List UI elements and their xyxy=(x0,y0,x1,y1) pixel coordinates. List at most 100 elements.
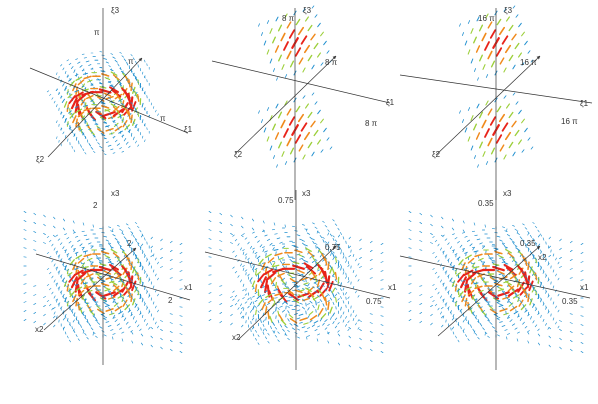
field-arrow xyxy=(56,315,58,319)
field-arrow xyxy=(340,315,342,319)
field-arrow xyxy=(569,277,573,279)
field-arrow xyxy=(269,145,273,151)
field-arrow xyxy=(254,267,258,271)
field-arrow xyxy=(347,296,350,300)
field-arrow xyxy=(107,144,112,147)
field-arrow xyxy=(169,249,173,253)
field-arrow xyxy=(337,298,340,301)
field-arrow xyxy=(313,42,319,50)
field-arrow xyxy=(43,223,46,227)
field-arrow xyxy=(271,302,276,308)
field-arrow xyxy=(73,149,76,153)
field-arrow xyxy=(274,292,283,297)
field-arrow xyxy=(152,285,155,289)
field-arrow xyxy=(82,311,85,315)
field-arrow xyxy=(55,266,59,269)
field-arrow xyxy=(152,269,155,273)
label-up: ξ3 xyxy=(303,6,312,15)
field-arrow xyxy=(130,85,133,89)
field-arrow xyxy=(441,315,444,319)
field-arrow xyxy=(251,317,255,321)
field-arrow xyxy=(528,280,534,292)
field-arrow xyxy=(160,320,163,322)
field-arrow xyxy=(132,121,135,125)
field-arrow xyxy=(569,268,573,270)
field-arrow xyxy=(514,129,520,137)
field-arrow xyxy=(43,304,46,308)
field-arrow xyxy=(56,251,58,255)
field-arrow xyxy=(252,265,255,271)
field-arrow xyxy=(419,212,423,216)
field-arrow xyxy=(112,284,120,291)
field-arrow xyxy=(337,291,340,295)
field-arrow xyxy=(60,242,63,245)
field-arrow xyxy=(126,61,129,66)
field-arrow xyxy=(105,276,114,280)
field-arrow xyxy=(135,140,137,144)
field-arrow xyxy=(311,151,315,157)
field-arrow xyxy=(451,218,455,222)
field-arrow xyxy=(72,115,77,124)
field-arrow xyxy=(507,252,515,259)
field-arrow xyxy=(252,314,255,318)
field-arrow xyxy=(334,223,338,226)
field-arrow xyxy=(487,21,493,29)
field-arrow xyxy=(241,324,244,328)
field-arrow xyxy=(85,60,90,63)
field-arrow xyxy=(141,88,144,91)
field-arrow xyxy=(508,141,514,149)
field-arrow xyxy=(127,92,132,106)
field-arrow xyxy=(85,273,94,278)
field-arrow xyxy=(320,62,324,66)
field-arrow xyxy=(476,302,481,305)
field-arrow xyxy=(90,262,94,265)
field-arrow xyxy=(499,321,503,323)
field-arrow xyxy=(502,307,505,310)
field-arrow xyxy=(314,282,318,285)
field-arrow xyxy=(466,303,471,306)
field-arrow xyxy=(62,246,65,250)
field-arrow xyxy=(95,317,98,322)
field-arrow xyxy=(126,79,129,81)
field-arrow xyxy=(86,139,89,143)
field-arrow xyxy=(277,255,280,260)
field-arrow xyxy=(125,141,129,145)
field-arrow xyxy=(452,249,455,252)
field-arrow xyxy=(112,285,120,292)
field-arrow xyxy=(252,301,255,305)
field-arrow xyxy=(64,297,67,300)
field-arrow xyxy=(326,137,330,141)
field-arrow xyxy=(512,272,515,275)
field-arrow xyxy=(284,224,286,228)
field-arrow xyxy=(262,294,265,296)
field-arrow xyxy=(309,319,313,323)
field-arrow xyxy=(437,259,440,263)
field-arrow xyxy=(144,269,146,273)
field-arrow xyxy=(109,86,119,93)
field-arrow xyxy=(64,88,67,90)
label-right: x1 xyxy=(388,283,397,292)
field-arrow xyxy=(110,148,114,151)
field-arrow xyxy=(449,277,453,282)
field-arrow xyxy=(502,258,505,260)
field-arrow xyxy=(454,285,458,288)
field-arrow xyxy=(542,269,545,273)
field-arrow xyxy=(80,98,86,106)
field-arrow xyxy=(103,235,107,238)
field-arrow xyxy=(272,264,280,268)
field-arrow xyxy=(289,147,295,155)
field-arrow xyxy=(77,289,85,296)
field-arrow xyxy=(111,88,122,98)
field-arrow xyxy=(132,250,135,255)
field-arrow xyxy=(256,295,261,300)
field-arrow xyxy=(548,236,551,240)
field-arrow xyxy=(169,277,173,279)
field-arrow xyxy=(335,296,337,303)
field-arrow xyxy=(302,256,305,258)
field-arrow xyxy=(284,325,288,329)
field-arrow xyxy=(502,226,505,228)
field-arrow xyxy=(304,244,308,247)
field-arrow xyxy=(459,23,461,27)
field-arrow xyxy=(522,255,525,258)
field-arrow xyxy=(317,139,321,145)
